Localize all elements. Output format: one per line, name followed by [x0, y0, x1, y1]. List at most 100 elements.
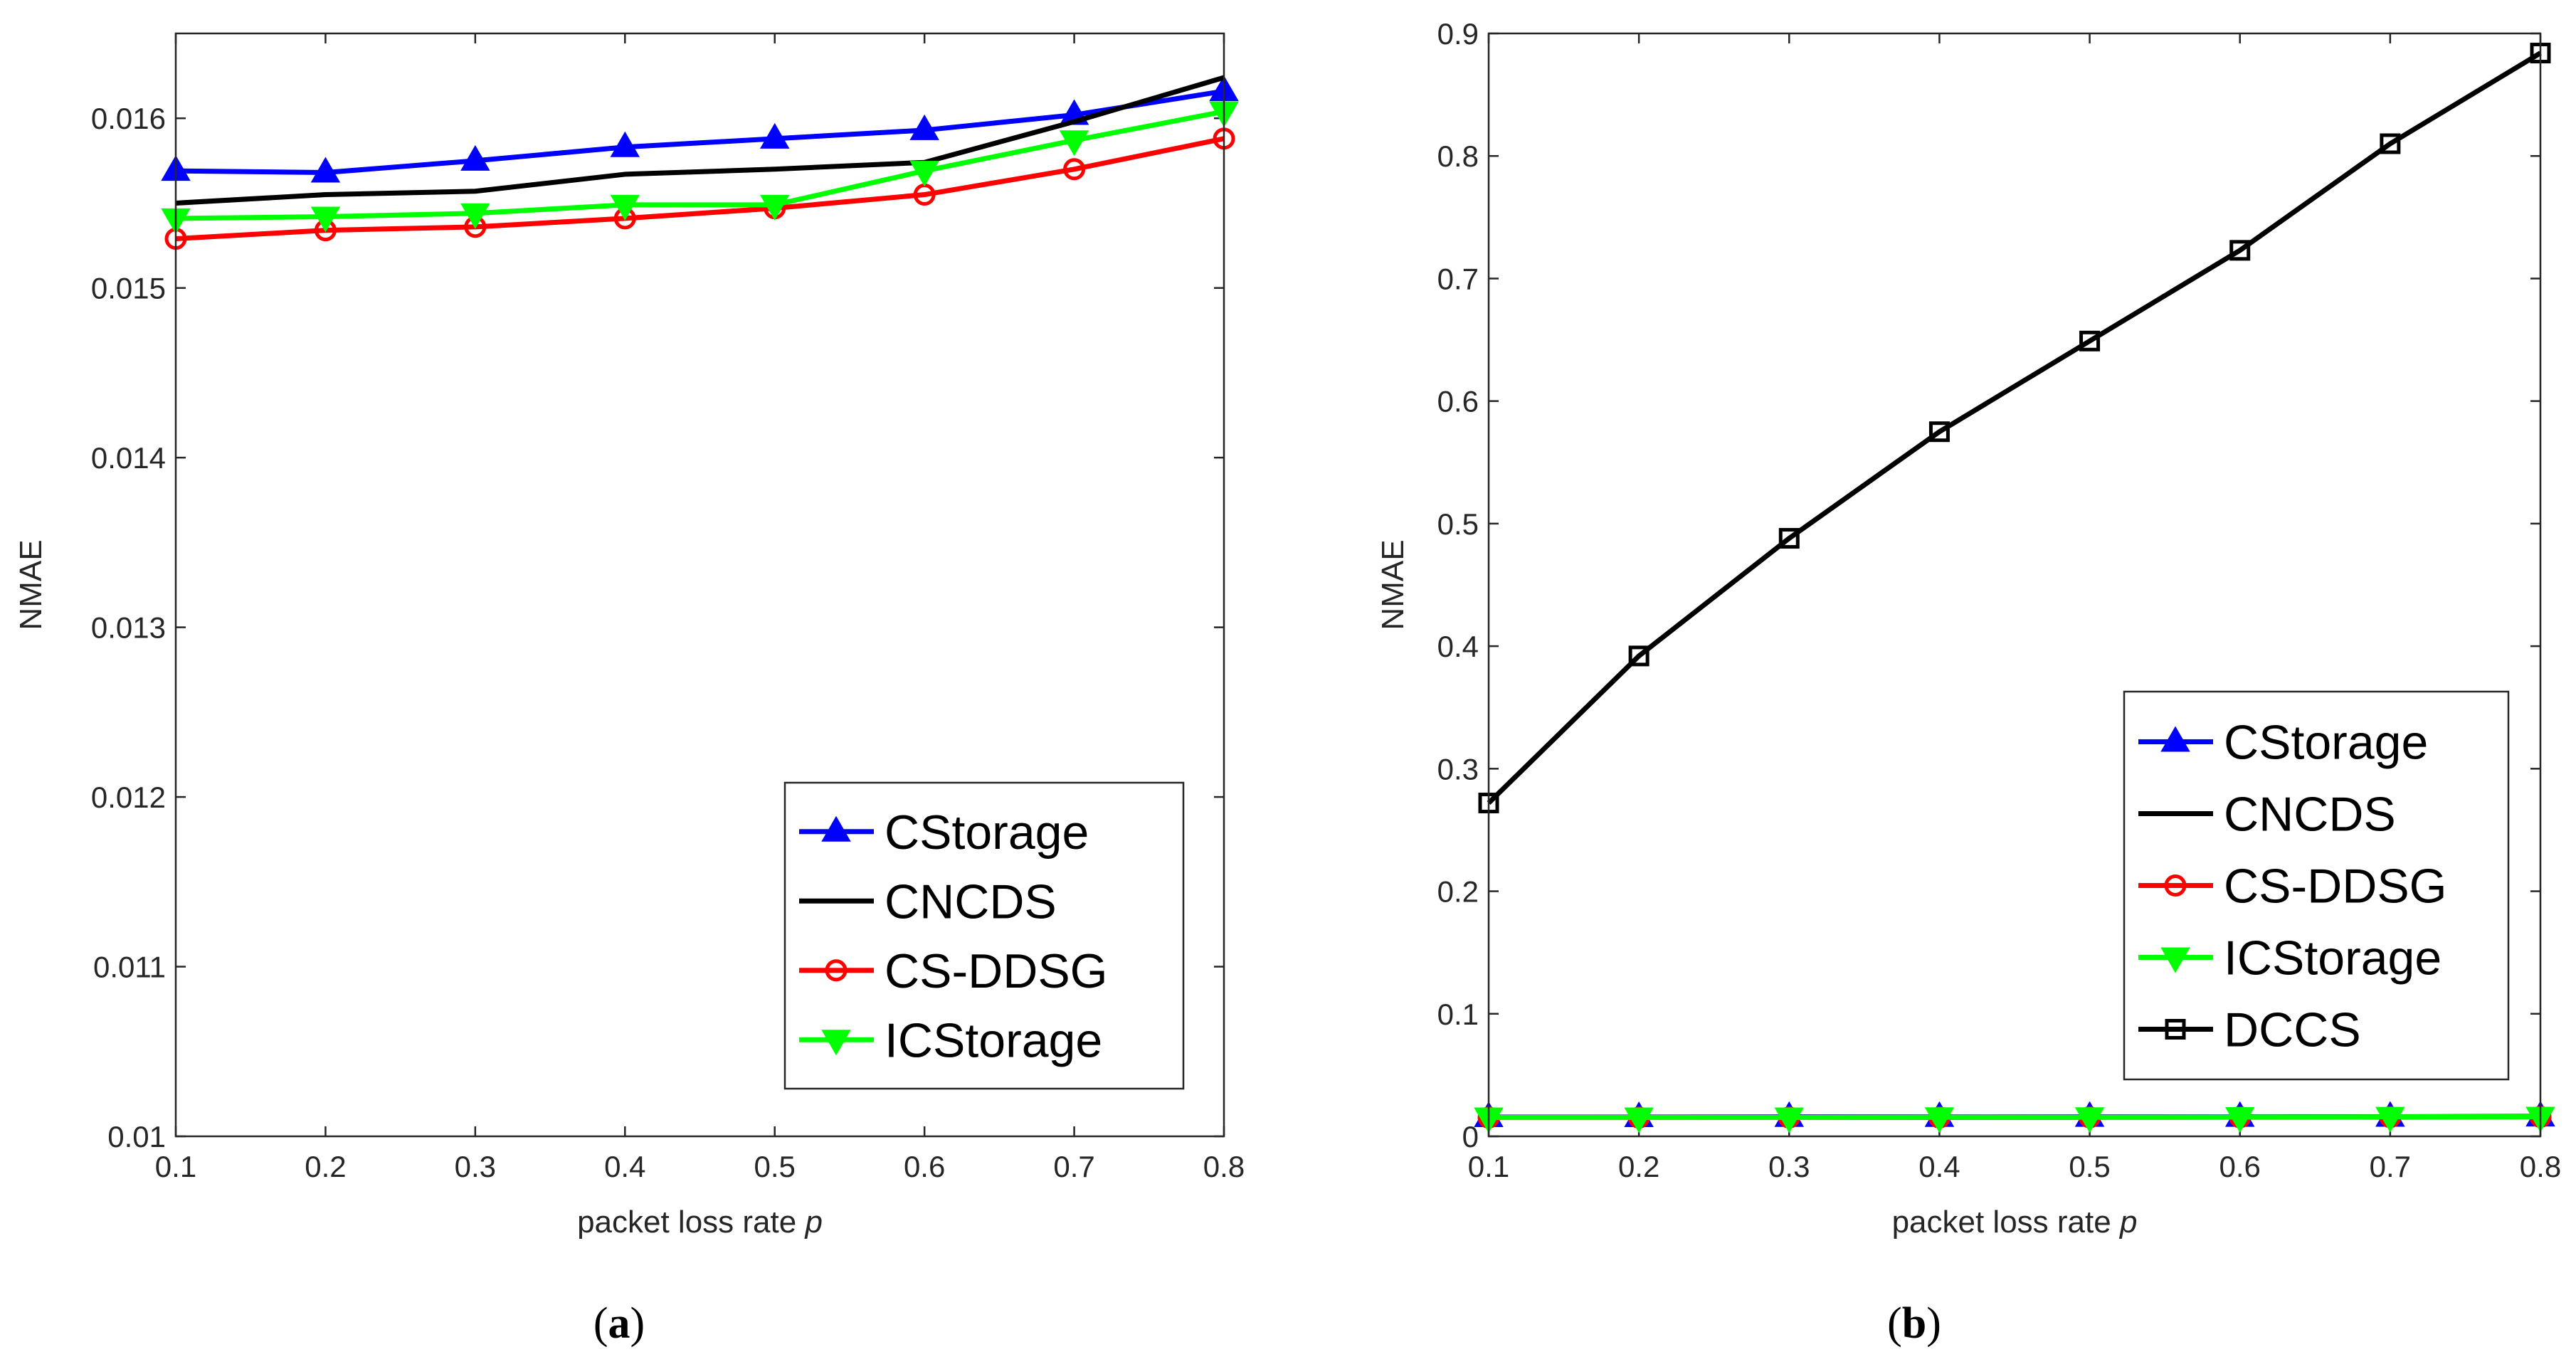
- y-tick-label: 0.5: [1437, 507, 1479, 541]
- legend-item-icstorage: ICStorage: [2138, 931, 2442, 985]
- legend-marker: [2165, 1019, 2186, 1040]
- x-axis-label: packet loss rate p: [1892, 1205, 2138, 1240]
- y-axis-label: NMAE: [14, 539, 48, 630]
- data-point-dccs: [1628, 645, 1649, 667]
- legend-item-cncds: CNCDS: [2138, 788, 2396, 842]
- y-tick-label: 0: [1462, 1120, 1479, 1153]
- legend-label: CStorage: [885, 805, 1089, 860]
- legend: CStorage CNCDS CS-DDSG ICStorage DCCS: [2123, 690, 2510, 1081]
- data-point-icstorage: [909, 161, 939, 187]
- data-point-cstorage: [310, 157, 341, 183]
- series-line-dccs: [1487, 51, 2542, 805]
- data-point-icstorage: [1059, 130, 1089, 157]
- x-tick-label: 0.4: [604, 1150, 645, 1183]
- x-axis-label-space: [2111, 1205, 2120, 1240]
- legend-label: CNCDS: [885, 874, 1057, 929]
- y-tick-label: 0.3: [1437, 752, 1479, 786]
- data-point-icstorage: [610, 194, 640, 221]
- series-line-cncds: [175, 75, 1225, 206]
- y-tick-label: 0.7: [1437, 262, 1479, 295]
- caption-close: ): [630, 1299, 645, 1348]
- data-point-icstorage: [460, 203, 490, 229]
- data-point-icstorage: [2224, 1106, 2255, 1133]
- data-point-icstorage: [759, 194, 790, 221]
- y-axis-label: NMAE: [1376, 539, 1410, 630]
- data-point-icstorage: [1924, 1107, 1955, 1133]
- data-point-icstorage: [1624, 1107, 1654, 1133]
- series-line-cstorage: [175, 88, 1225, 176]
- panel-caption: (b): [1887, 1299, 1941, 1348]
- series-icstorage: [1474, 1106, 2555, 1133]
- data-point-icstorage: [2074, 1107, 2105, 1133]
- legend-marker: [821, 815, 851, 842]
- x-tick-label: 0.4: [1918, 1150, 1960, 1183]
- x-tick-label: 0.8: [1203, 1150, 1245, 1183]
- legend-item-dccs: DCCS: [2138, 1003, 2361, 1057]
- y-tick-label: 0.2: [1437, 875, 1479, 909]
- x-tick-label: 0.6: [904, 1150, 945, 1183]
- data-point-dccs: [1928, 421, 1950, 443]
- chart-panel-b: 0.1 0.2 0.3 0.4 0.5 0.6 0.7 0.800.10.20.30.40.5…: [1376, 17, 2561, 1348]
- series-line-cs-ddsg: [175, 136, 1225, 242]
- caption-open: (: [1887, 1299, 1902, 1348]
- legend-label: CS-DDSG: [885, 944, 1108, 998]
- x-tick-label: 0.5: [754, 1150, 796, 1183]
- legend-label: CNCDS: [2224, 788, 2396, 842]
- x-tick-label: 0.1: [155, 1150, 196, 1183]
- y-tick-label: 0.016: [91, 102, 166, 135]
- data-point-dccs: [2079, 330, 2101, 352]
- caption-open: (: [593, 1299, 608, 1348]
- y-tick-label: 0.1: [1437, 998, 1479, 1031]
- y-tick-label: 0.014: [91, 441, 166, 475]
- data-point-icstorage: [2375, 1106, 2405, 1133]
- caption-close: ): [1926, 1299, 1941, 1348]
- x-tick-label: 0.3: [1768, 1150, 1810, 1183]
- caption-letter: b: [1902, 1299, 1926, 1348]
- x-axis-label-variable: p: [803, 1205, 822, 1240]
- legend-item-cs-ddsg: CS-DDSG: [2138, 860, 2447, 914]
- x-tick-label: 0.2: [1618, 1150, 1659, 1183]
- x-tick-label: 0.3: [455, 1150, 496, 1183]
- legend-label: ICStorage: [885, 1013, 1102, 1067]
- legend-label: CStorage: [2224, 716, 2428, 770]
- legend-label: DCCS: [2224, 1003, 2361, 1057]
- legend-item-cstorage: CStorage: [2138, 716, 2428, 770]
- axes-box: [174, 32, 1225, 1138]
- data-point-icstorage: [1774, 1107, 1805, 1133]
- legend: CStorage CNCDS CS-DDSG ICStorage: [783, 781, 1185, 1090]
- data-point-cstorage: [460, 144, 490, 171]
- series-line-icstorage: [175, 109, 1225, 221]
- legend-label: CS-DDSG: [2224, 860, 2447, 914]
- data-point-icstorage: [310, 206, 341, 233]
- legend-item-cstorage: CStorage: [799, 805, 1089, 860]
- caption-letter: a: [608, 1299, 630, 1348]
- data-point-dccs: [1778, 528, 1800, 549]
- legend-item-cs-ddsg: CS-DDSG: [799, 944, 1108, 998]
- legend-marker: [825, 959, 848, 982]
- y-tick-label: 0.015: [91, 272, 166, 305]
- x-tick-label: 0.8: [2520, 1150, 2561, 1183]
- data-point-dccs: [2380, 133, 2401, 154]
- y-tick-label: 0.01: [107, 1120, 166, 1153]
- x-tick-label: 0.7: [1053, 1150, 1094, 1183]
- legend-item-icstorage: ICStorage: [799, 1013, 1102, 1067]
- legend-marker: [2164, 874, 2187, 897]
- y-tick-label: 0.9: [1437, 17, 1479, 51]
- data-point-cs-ddsg: [1063, 158, 1086, 181]
- data-point-cstorage: [909, 114, 939, 140]
- x-axis-label-text: packet loss rate: [577, 1205, 796, 1240]
- data-point-cstorage: [610, 131, 640, 157]
- x-tick-label: 0.5: [2069, 1150, 2110, 1183]
- series-cncds: [175, 75, 1225, 206]
- legend-item-cncds: CNCDS: [799, 874, 1057, 929]
- y-tick-label: 0.6: [1437, 385, 1479, 418]
- x-tick-label: 0.2: [305, 1150, 346, 1183]
- y-tick-label: 0.011: [93, 951, 166, 984]
- panel-caption: (a): [593, 1299, 645, 1348]
- y-tick-label: 0.013: [91, 611, 166, 645]
- x-axis-label-space: [796, 1205, 805, 1240]
- y-tick-label: 0.012: [91, 781, 166, 814]
- legend-marker: [821, 1030, 851, 1056]
- x-tick-label: 0.6: [2219, 1150, 2261, 1183]
